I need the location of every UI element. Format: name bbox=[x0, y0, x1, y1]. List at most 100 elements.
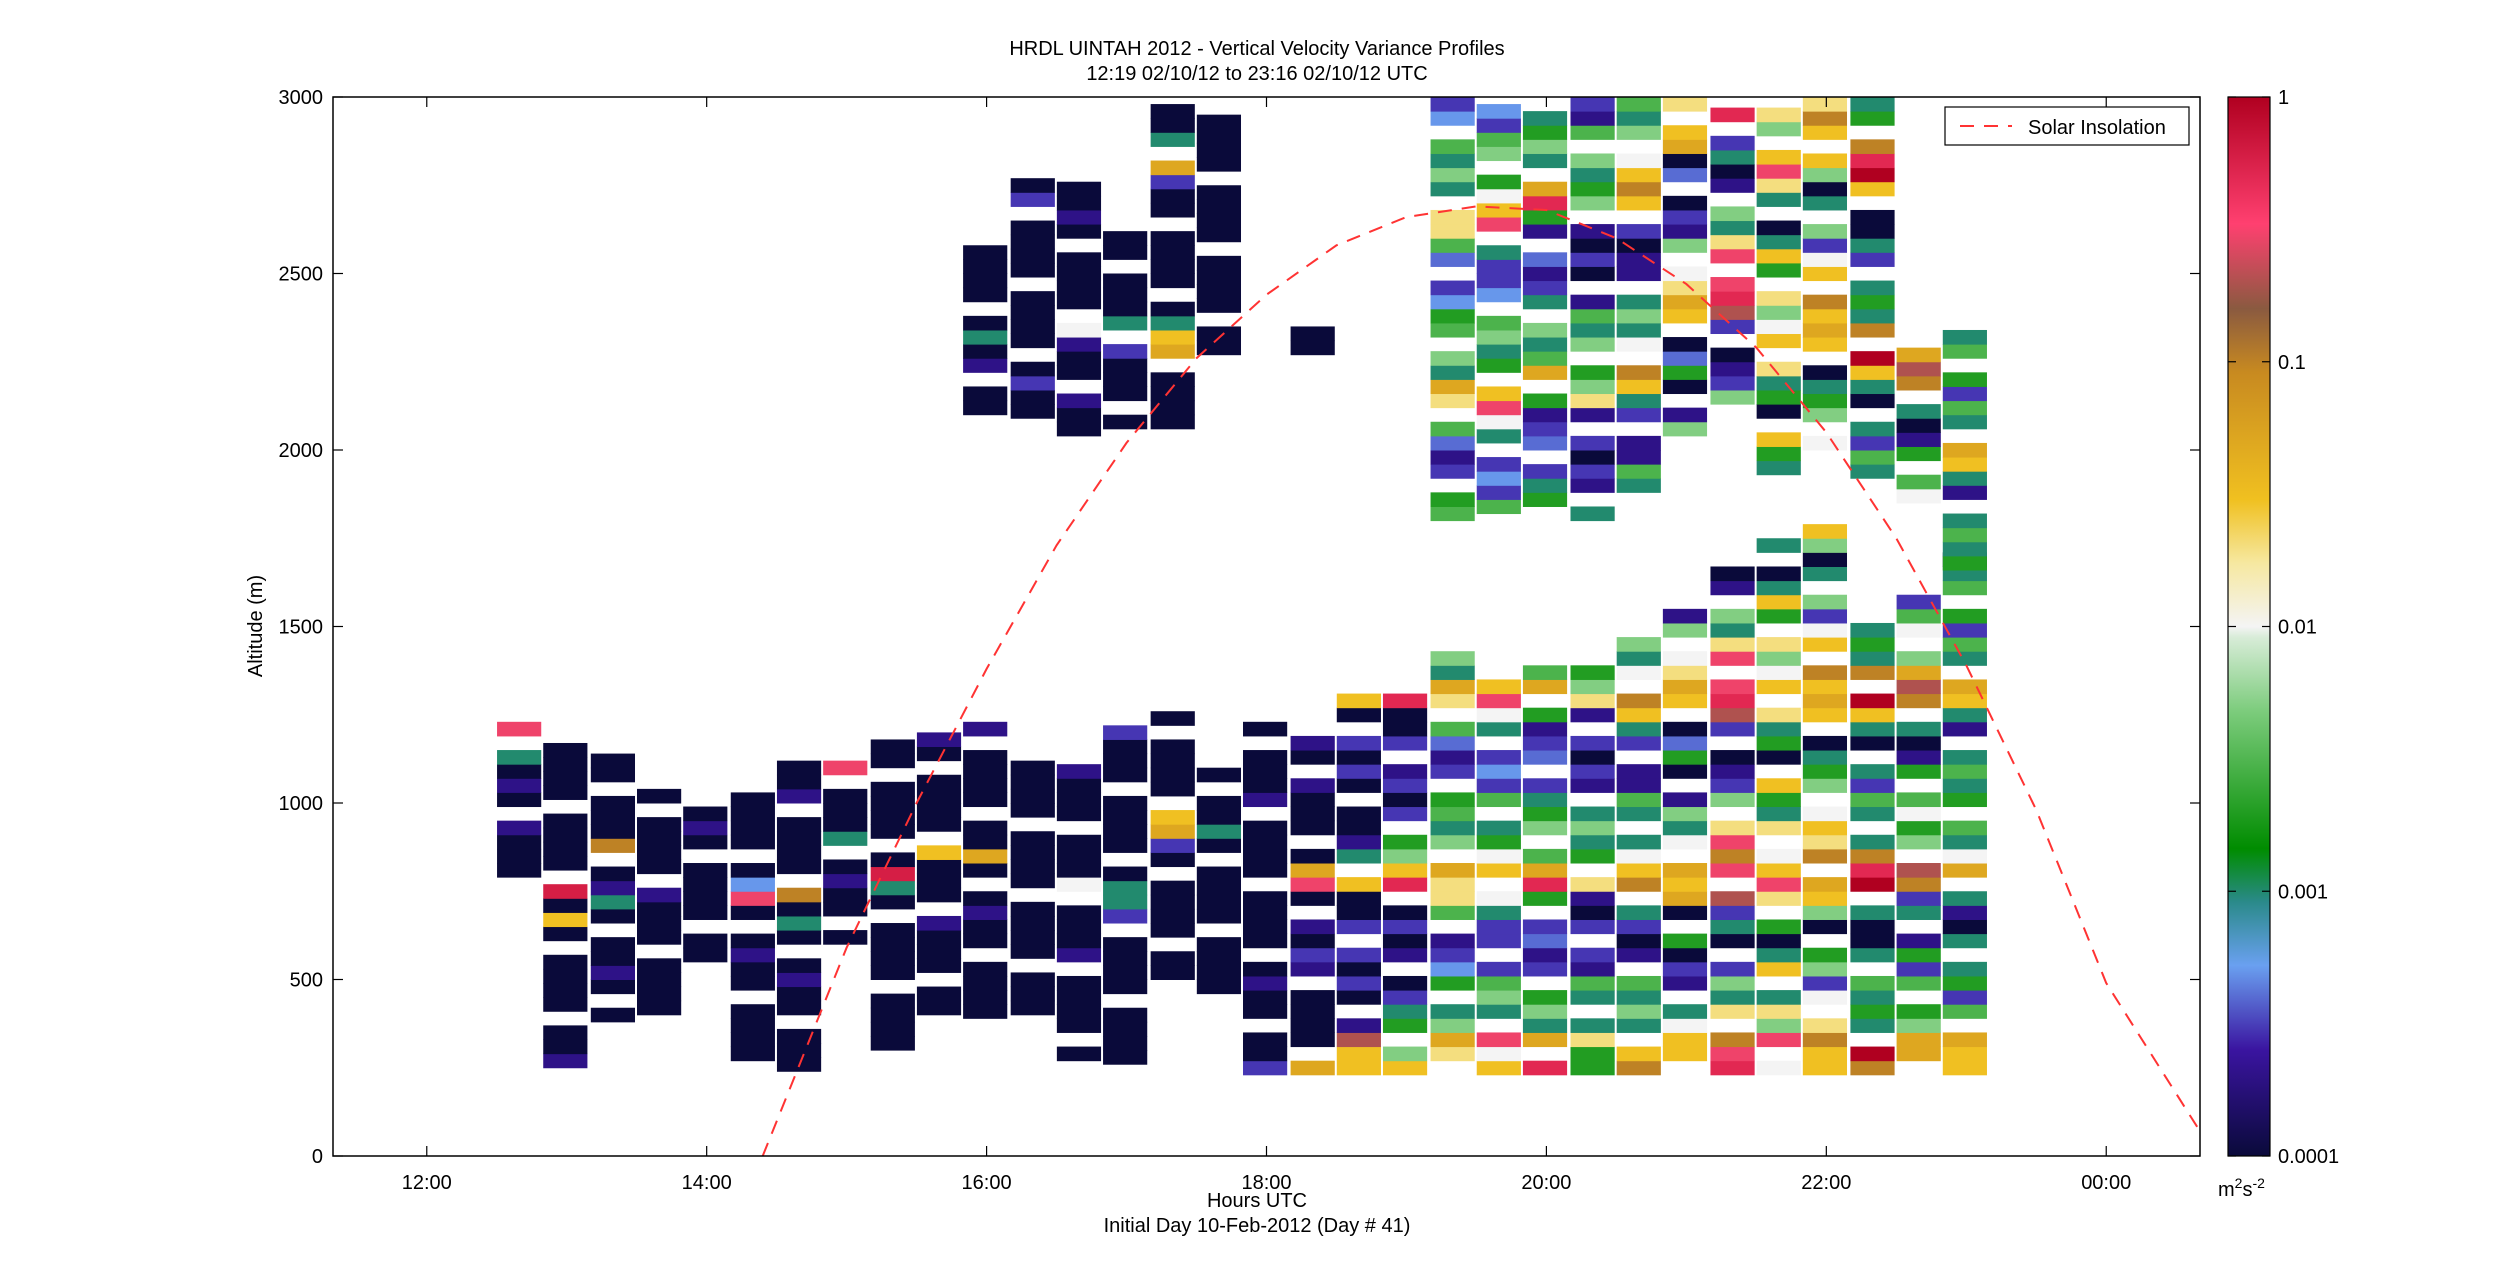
heatmap-cell bbox=[637, 887, 682, 903]
heatmap-cell bbox=[1476, 848, 1521, 864]
x-tick-label: 00:00 bbox=[2081, 1172, 2131, 1194]
heatmap-cell bbox=[1616, 665, 1661, 680]
heatmap-cell bbox=[1896, 418, 1941, 433]
heatmap-cell bbox=[1010, 389, 1055, 405]
heatmap-cell bbox=[1336, 693, 1381, 709]
heatmap-cell bbox=[1103, 795, 1148, 811]
heatmap-cell bbox=[1942, 651, 1987, 666]
heatmap-cell bbox=[1570, 806, 1615, 822]
heatmap-cell bbox=[1850, 834, 1895, 850]
heatmap-cell bbox=[543, 968, 588, 984]
heatmap-cell bbox=[1896, 863, 1941, 878]
heatmap-cell bbox=[1290, 792, 1335, 808]
heatmap-cell bbox=[1850, 1018, 1895, 1033]
heatmap-cell bbox=[1196, 340, 1242, 356]
heatmap-cell bbox=[963, 344, 1008, 359]
heatmap-cell bbox=[1150, 386, 1195, 402]
heatmap-cell bbox=[1243, 891, 1288, 906]
heatmap-cell bbox=[1662, 167, 1708, 183]
heatmap-cell bbox=[1522, 721, 1568, 737]
heatmap-cell bbox=[1662, 238, 1708, 253]
heatmap-cell bbox=[870, 923, 915, 938]
heatmap-cell bbox=[1243, 792, 1288, 808]
heatmap-cell bbox=[1056, 393, 1102, 409]
heatmap-cell bbox=[1616, 266, 1661, 282]
heatmap-cell bbox=[1196, 965, 1242, 980]
heatmap-cell bbox=[963, 990, 1008, 1005]
heatmap-cell bbox=[1430, 308, 1475, 324]
heatmap-cell bbox=[1802, 266, 1848, 282]
heatmap-cell bbox=[1850, 721, 1895, 737]
heatmap-cell bbox=[1430, 1046, 1475, 1062]
y-tick-label: 1000 bbox=[279, 793, 324, 815]
heatmap-cell bbox=[1896, 361, 1941, 377]
heatmap-cell bbox=[1056, 975, 1102, 991]
heatmap-cell bbox=[1850, 933, 1895, 949]
heatmap-cell bbox=[1150, 132, 1195, 147]
heatmap-cell bbox=[1476, 693, 1521, 709]
heatmap-cell bbox=[1756, 608, 1801, 624]
heatmap-cell bbox=[1662, 834, 1708, 850]
heatmap-cell bbox=[1570, 181, 1615, 197]
heatmap-cell bbox=[870, 1007, 915, 1023]
heatmap-cell bbox=[497, 750, 542, 765]
heatmap-cell bbox=[1522, 877, 1568, 892]
heatmap-cell bbox=[637, 788, 682, 804]
heatmap-cell bbox=[1570, 238, 1615, 253]
heatmap-cell bbox=[1336, 820, 1381, 836]
heatmap-cell bbox=[1290, 990, 1335, 1005]
heatmap-cell bbox=[1010, 930, 1055, 945]
heatmap-cell bbox=[1710, 693, 1755, 709]
heatmap-cell bbox=[1710, 107, 1755, 123]
heatmap-cell bbox=[637, 831, 682, 846]
heatmap-cell bbox=[497, 848, 542, 864]
heatmap-cell bbox=[1336, 891, 1381, 906]
heatmap-cell bbox=[1336, 975, 1381, 991]
heatmap-cell bbox=[1570, 506, 1615, 522]
heatmap-cell bbox=[1150, 894, 1195, 910]
heatmap-cell bbox=[1802, 877, 1848, 892]
heatmap-cell bbox=[1570, 308, 1615, 324]
heatmap-cell bbox=[1522, 478, 1568, 493]
heatmap-cell bbox=[1476, 1046, 1521, 1062]
heatmap-cell bbox=[730, 1004, 775, 1019]
heatmap-cell bbox=[1942, 1004, 1987, 1019]
heatmap-cell bbox=[776, 1043, 822, 1058]
heatmap-cell bbox=[1710, 622, 1755, 638]
heatmap-cell bbox=[1476, 750, 1521, 765]
heatmap-cell bbox=[637, 845, 682, 860]
heatmap-cell bbox=[1802, 820, 1848, 836]
heatmap-cell bbox=[1196, 767, 1242, 783]
heatmap-cell bbox=[1802, 538, 1848, 553]
heatmap-cell bbox=[1802, 990, 1848, 1005]
heatmap-cell bbox=[963, 975, 1008, 991]
heatmap-cell bbox=[1430, 891, 1475, 906]
heatmap-cell bbox=[1710, 347, 1755, 363]
heatmap-cell bbox=[1616, 877, 1661, 892]
heatmap-cell bbox=[870, 824, 915, 839]
heatmap-cell bbox=[1802, 97, 1848, 112]
heatmap-cell bbox=[1756, 361, 1801, 377]
legend-entry-solar-insolation: Solar Insolation bbox=[2028, 117, 2166, 139]
heatmap-cell bbox=[1850, 947, 1895, 963]
heatmap-cell bbox=[1430, 863, 1475, 878]
heatmap-cell bbox=[1570, 707, 1615, 723]
heatmap-cell bbox=[1476, 457, 1521, 472]
heatmap-cell bbox=[1850, 707, 1895, 723]
heatmap-cell bbox=[1522, 863, 1568, 878]
heatmap-cell bbox=[1150, 344, 1195, 359]
heatmap-cell bbox=[1942, 386, 1987, 402]
heatmap-cell bbox=[1616, 1018, 1661, 1033]
heatmap-cell bbox=[1010, 944, 1055, 959]
heatmap-cell bbox=[1616, 933, 1661, 949]
heatmap-cell bbox=[543, 757, 588, 772]
heatmap-cell bbox=[1103, 965, 1148, 980]
heatmap-cell bbox=[1430, 506, 1475, 522]
heatmap-cell bbox=[1290, 947, 1335, 963]
heatmap-cell bbox=[1056, 407, 1102, 423]
heatmap-cell bbox=[1522, 407, 1568, 423]
heatmap-cell bbox=[1756, 1060, 1801, 1076]
heatmap-cell bbox=[1056, 947, 1102, 963]
heatmap-cell bbox=[1010, 845, 1055, 860]
heatmap-cell bbox=[1710, 319, 1755, 335]
